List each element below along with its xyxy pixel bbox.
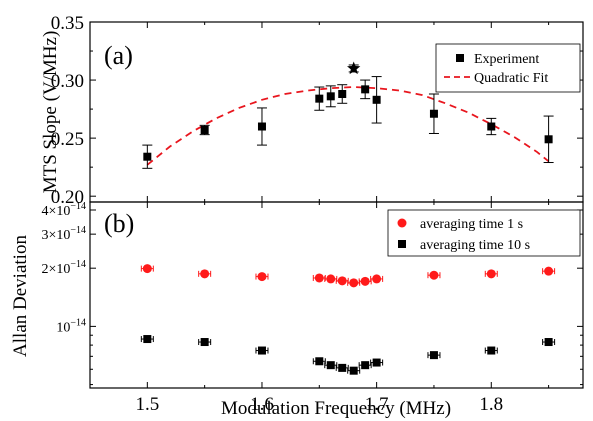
experiment-point [315, 94, 324, 103]
legend-b: averaging time 1 s averaging time 10 s [387, 209, 581, 257]
legend-a: Experiment Quadratic Fit [435, 43, 581, 93]
allan-1s-point [142, 264, 152, 274]
allan-1s-point [200, 269, 210, 279]
b-xtick-label: 1.7 [365, 394, 389, 415]
allan-1s-point [257, 272, 267, 282]
experiment-point [200, 126, 209, 134]
allan-10s-point [429, 351, 438, 360]
legend-a-fit-label: Quadratic Fit [474, 71, 548, 86]
experiment-point [361, 85, 370, 94]
a-ytick-label: 0.35 [51, 13, 84, 34]
x-axis-label: Modulation Frequency (MHz) [221, 398, 451, 419]
allan-10s-point [315, 357, 324, 366]
allan-10s-point [143, 335, 152, 344]
experiment-point [338, 90, 347, 98]
allan-1s-point [429, 270, 439, 280]
panel-b: 1.5 1.6 1.7 1.8 10−14 2×10−14 3×10−14 4×10−14 (… [10, 22, 584, 419]
a-ytick-label: 0.30 [51, 71, 84, 92]
a-ytick-label: 0.20 [51, 187, 84, 208]
b-ytick-label: 3×10−14 [41, 225, 86, 243]
panel-a-label: (a) [104, 41, 133, 70]
allan-10s-point [372, 358, 381, 367]
panel-b-label: (b) [104, 209, 134, 238]
b-ytick-label: 10−14 [56, 317, 86, 335]
allan-1s-point [349, 278, 359, 288]
allan-10s-point [544, 338, 553, 347]
allan-10s-point [487, 346, 496, 355]
allan-1s-point [337, 276, 347, 286]
b-ytick-label: 4×10−14 [41, 201, 86, 219]
experiment-star-point [347, 61, 361, 75]
allan-1s-point [544, 266, 554, 276]
legend-a-experiment-label: Experiment [474, 52, 539, 67]
allan-1s-point [326, 274, 336, 284]
experiment-point [143, 152, 152, 161]
legend-b-10s-label: averaging time 10 s [420, 238, 530, 253]
allan-1s-point [314, 273, 324, 283]
experiment-point [326, 92, 335, 101]
b-xtick-label: 1.5 [135, 394, 159, 415]
legend-b-box [387, 209, 581, 257]
panel-a: 0.20 0.25 0.30 0.35 (a) MTS Slope (V/MHz) E… [40, 13, 584, 208]
legend-b-10s-marker [398, 240, 406, 248]
allan-10s-point [257, 346, 266, 355]
allan-1s-point [372, 274, 382, 284]
allan-10s-point [361, 361, 370, 370]
panel-b-ylabel: Allan Deviation [10, 235, 31, 357]
b-ytick-label: 2×10−14 [41, 259, 86, 277]
b-xtick-label: 1.6 [250, 394, 274, 415]
allan-1s-point [486, 269, 496, 279]
panel-a-ylabel: MTS Slope (V/MHz) [40, 31, 61, 194]
experiment-point [544, 135, 553, 144]
allan-10s-point [326, 361, 335, 370]
b-xtick-label: 1.8 [479, 394, 503, 415]
legend-a-box [435, 43, 581, 93]
legend-a-experiment-marker [456, 54, 464, 62]
experiment-point [372, 95, 381, 104]
experiment-point [487, 122, 496, 131]
allan-10s-point [349, 366, 358, 375]
a-ytick-label: 0.25 [51, 129, 84, 150]
allan-10s-point [200, 338, 209, 347]
experiment-point [429, 109, 438, 118]
legend-b-1s-label: averaging time 1 s [420, 217, 523, 232]
allan-1s-point [360, 276, 370, 286]
legend-b-1s-marker [397, 218, 407, 228]
allan-10s-point [338, 363, 347, 372]
panel-b-frame [89, 201, 584, 389]
experiment-point [257, 122, 266, 131]
